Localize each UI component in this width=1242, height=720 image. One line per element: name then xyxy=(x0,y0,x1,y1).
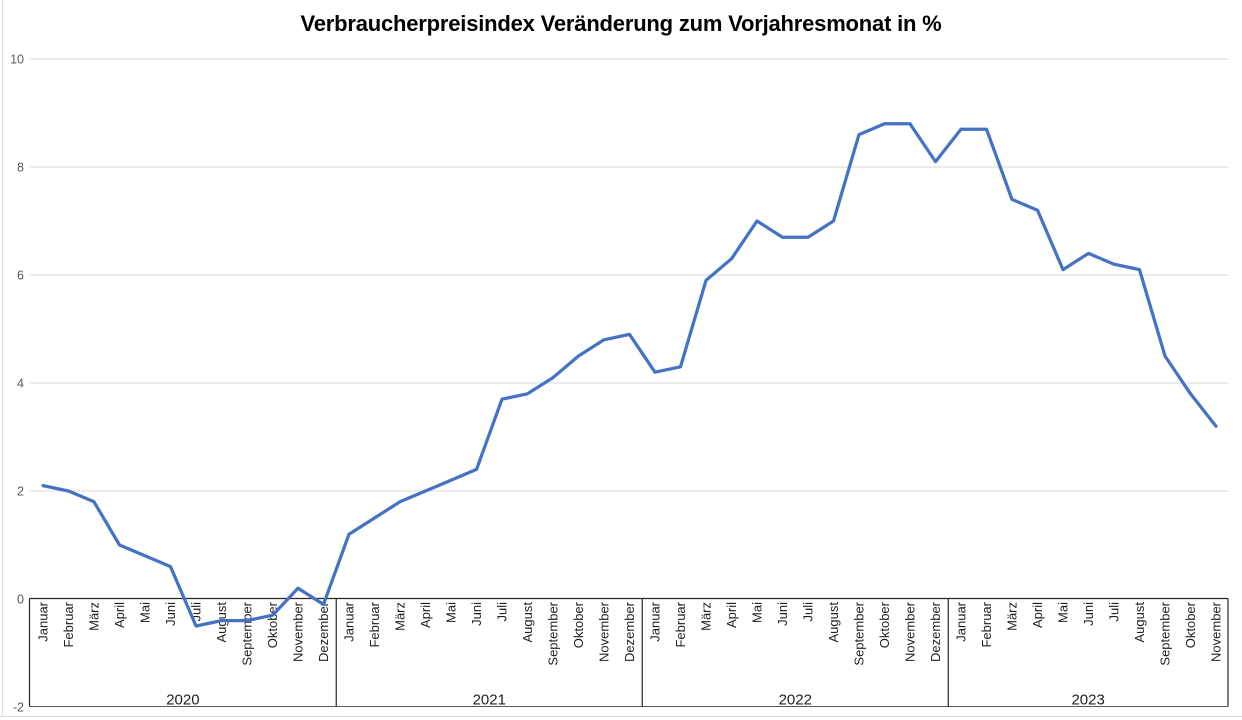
month-label: April xyxy=(112,602,127,628)
month-label: September xyxy=(852,601,867,665)
month-label: September xyxy=(546,601,561,665)
month-label: März xyxy=(1005,602,1020,631)
month-label: Oktober xyxy=(877,601,892,648)
month-label: Juni xyxy=(469,602,484,626)
month-label: Juli xyxy=(801,602,816,622)
month-label: Dezember xyxy=(316,601,331,662)
month-label: Mai xyxy=(750,602,765,623)
month-label: Januar xyxy=(342,601,357,641)
month-label: November xyxy=(903,601,918,662)
month-label: April xyxy=(418,602,433,628)
month-label: November xyxy=(1209,601,1224,662)
month-label: Juli xyxy=(1107,602,1122,622)
year-label: 2022 xyxy=(779,692,812,709)
month-label: Februar xyxy=(673,601,688,647)
month-label: Januar xyxy=(954,601,969,641)
month-label: August xyxy=(1132,602,1147,643)
month-label: Juli xyxy=(495,602,510,622)
month-label: Juni xyxy=(775,602,790,626)
year-label: 2023 xyxy=(1071,692,1104,709)
data-line-series xyxy=(41,122,1218,628)
month-label: November xyxy=(597,601,612,662)
month-label: Januar xyxy=(36,601,51,641)
month-label: August xyxy=(826,602,841,643)
month-label: September xyxy=(240,601,255,665)
y-axis-tick-label: 4 xyxy=(17,377,24,391)
month-label: September xyxy=(1158,601,1173,665)
month-label: Dezember xyxy=(622,601,637,662)
month-label: Dezember xyxy=(928,601,943,662)
month-label: Februar xyxy=(367,601,382,647)
month-label: März xyxy=(699,602,714,631)
month-label: Februar xyxy=(979,601,994,647)
month-label: April xyxy=(1030,602,1045,628)
chart-title: Verbraucherpreisindex Veränderung zum Vo… xyxy=(300,11,942,36)
month-label: Februar xyxy=(61,601,76,647)
y-axis-tick-label: 6 xyxy=(17,269,24,283)
month-label: Juni xyxy=(1081,602,1096,626)
month-label: Mai xyxy=(138,602,153,623)
month-label: Juni xyxy=(163,602,178,626)
y-axis-tick-label: 0 xyxy=(17,593,24,607)
month-label: August xyxy=(520,602,535,643)
month-label: Januar xyxy=(648,601,663,641)
year-label: 2021 xyxy=(473,692,506,709)
y-axis-tick-label: 8 xyxy=(17,161,24,175)
month-label: März xyxy=(87,602,102,631)
month-label: November xyxy=(291,601,306,662)
month-label: Mai xyxy=(1056,602,1071,623)
month-label: Oktober xyxy=(1183,601,1198,648)
month-label: Oktober xyxy=(571,601,586,648)
month-label: März xyxy=(393,602,408,631)
year-label: 2020 xyxy=(166,692,199,709)
y-axis-tick-label: -2 xyxy=(13,701,24,715)
y-axis-tick-label: 2 xyxy=(17,485,24,499)
y-axis-tick-label: 10 xyxy=(10,53,24,67)
month-label: April xyxy=(724,602,739,628)
month-label: Mai xyxy=(444,602,459,623)
